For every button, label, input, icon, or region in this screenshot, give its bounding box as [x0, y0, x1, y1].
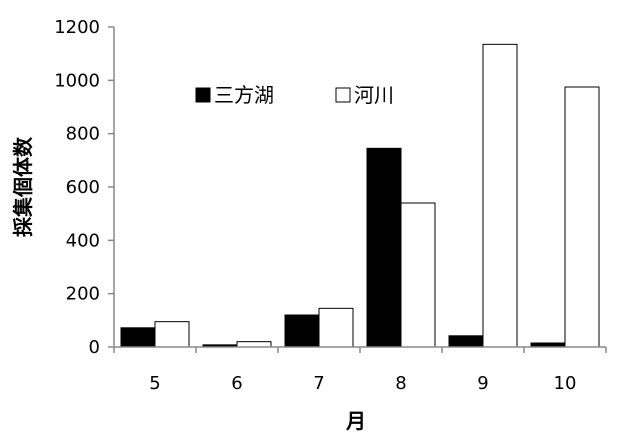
legend: 三方湖 河川 — [195, 83, 394, 107]
legend-label-sanpo-lake: 三方湖 — [214, 83, 274, 107]
y-tick-label: 1000 — [54, 70, 100, 91]
y-axis-ticks: 0 200 400 600 800 1000 1200 — [54, 17, 114, 358]
bar-sanpo-lake — [120, 327, 156, 348]
legend-swatch-sanpo-lake — [195, 87, 211, 103]
x-tick-label: 9 — [477, 373, 488, 394]
y-tick-label: 400 — [66, 230, 100, 251]
legend-label-river: 河川 — [354, 83, 394, 107]
bar-river — [236, 341, 272, 348]
bar-river — [564, 86, 600, 348]
bar-river — [400, 202, 436, 348]
x-tick-label: 5 — [149, 373, 160, 394]
bar-sanpo-lake — [448, 335, 484, 348]
x-tick-label: 10 — [554, 373, 577, 394]
bar-river — [482, 43, 518, 348]
y-tick-label: 200 — [66, 284, 100, 305]
y-tick-label: 800 — [66, 124, 100, 145]
x-tick-label: 8 — [395, 373, 406, 394]
y-tick-label: 1200 — [54, 17, 100, 38]
x-tick-label: 7 — [313, 373, 324, 394]
bar-river — [154, 321, 190, 348]
y-tick-label: 0 — [89, 337, 100, 358]
x-axis-labels: 5 6 7 8 9 10 — [113, 347, 607, 394]
x-tick-label: 6 — [231, 373, 242, 394]
legend-swatch-river — [335, 87, 351, 103]
bar-sanpo-lake — [284, 314, 320, 348]
y-tick-label: 600 — [66, 177, 100, 198]
x-axis-title: 月 — [345, 409, 366, 433]
y-axis-title: 採集個体数 — [11, 136, 35, 237]
bar-sanpo-lake — [366, 147, 402, 348]
bars — [120, 43, 600, 348]
bar-river — [318, 307, 354, 348]
